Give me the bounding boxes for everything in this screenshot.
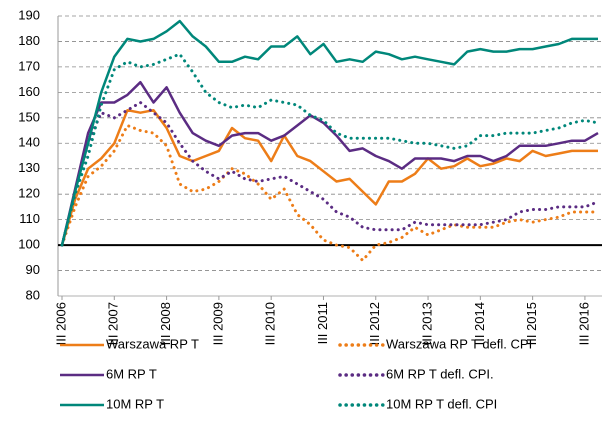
x-tick-label: III 2007 — [106, 302, 121, 345]
y-tick-label: 120 — [18, 186, 40, 201]
legend-label: 6M RP T defl. CPI. — [386, 366, 494, 381]
y-tick-label: 100 — [18, 237, 40, 252]
y-tick-label: 150 — [18, 109, 40, 124]
series-line — [60, 52, 600, 247]
y-tick-label: 90 — [26, 262, 40, 277]
x-tick-label: III 2016 — [576, 302, 591, 345]
legend-label: Warszawa RP T — [106, 336, 199, 351]
x-tick-label: III 2013 — [419, 302, 434, 345]
y-tick-label: 160 — [18, 84, 40, 99]
legend-label: 10M RP T defl. CPI — [386, 396, 497, 411]
y-tick-label: 170 — [18, 58, 40, 73]
legend-label: 6M RP T — [106, 366, 157, 381]
series-line — [60, 19, 598, 246]
series-line — [60, 124, 600, 262]
x-tick-label: III 2011 — [315, 302, 330, 344]
y-tick-label: 130 — [18, 160, 40, 175]
x-tick-label: III 2014 — [472, 302, 487, 345]
y-tick-label: 180 — [18, 33, 40, 48]
x-tick-label: III 2008 — [158, 302, 173, 345]
y-tick-label: 80 — [26, 287, 40, 302]
y-tick-label: 110 — [19, 211, 40, 226]
x-tick-label: III 2012 — [367, 302, 382, 345]
legend-label: 10M RP T — [106, 396, 164, 411]
y-tick-label: 140 — [18, 135, 40, 150]
x-tick-label: III 2009 — [210, 302, 225, 345]
x-tick-label: III 2015 — [524, 302, 539, 345]
series-line — [60, 101, 600, 247]
y-tick-label: 190 — [18, 7, 40, 22]
legend-label: Warszawa RP T defl. CPI — [386, 336, 532, 351]
x-tick-label: III 2010 — [263, 302, 278, 345]
series-line — [60, 80, 599, 246]
x-tick-label: III 2006 — [53, 302, 68, 345]
